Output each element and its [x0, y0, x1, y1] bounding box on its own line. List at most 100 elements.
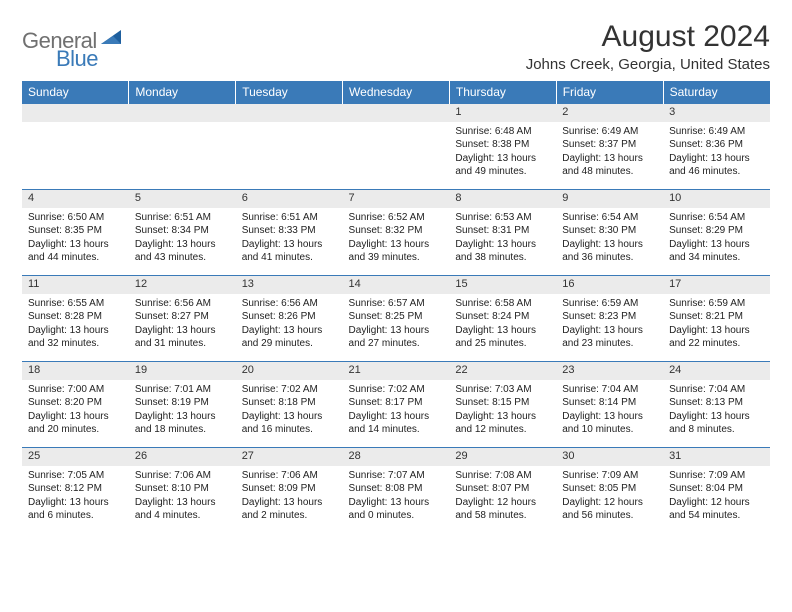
sunset-line: Sunset: 8:21 PM: [669, 310, 764, 324]
day-number-cell: 29: [449, 448, 556, 466]
day-number-cell: 26: [129, 448, 236, 466]
daylight-line: Daylight: 13 hours and 46 minutes.: [669, 152, 764, 179]
day-number-cell: 5: [129, 190, 236, 208]
sunset-line: Sunset: 8:26 PM: [242, 310, 337, 324]
sunrise-line: Sunrise: 7:02 AM: [349, 383, 444, 397]
daylight-line: Daylight: 13 hours and 2 minutes.: [242, 496, 337, 523]
sunset-line: Sunset: 8:12 PM: [28, 482, 123, 496]
sunset-line: Sunset: 8:29 PM: [669, 224, 764, 238]
day-header: Friday: [556, 81, 663, 104]
day-content-cell: Sunrise: 6:51 AMSunset: 8:33 PMDaylight:…: [236, 208, 343, 276]
week-number-row: 18192021222324: [22, 362, 770, 380]
sunset-line: Sunset: 8:31 PM: [455, 224, 550, 238]
sunrise-line: Sunrise: 7:00 AM: [28, 383, 123, 397]
day-content-cell: Sunrise: 7:06 AMSunset: 8:10 PMDaylight:…: [129, 466, 236, 534]
week-number-row: 45678910: [22, 190, 770, 208]
day-content-cell: Sunrise: 6:54 AMSunset: 8:30 PMDaylight:…: [556, 208, 663, 276]
day-content-cell: Sunrise: 7:08 AMSunset: 8:07 PMDaylight:…: [449, 466, 556, 534]
day-content-cell: [236, 122, 343, 190]
sunrise-line: Sunrise: 7:04 AM: [562, 383, 657, 397]
day-content-cell: Sunrise: 7:07 AMSunset: 8:08 PMDaylight:…: [343, 466, 450, 534]
day-content-cell: [343, 122, 450, 190]
sunrise-line: Sunrise: 6:51 AM: [242, 211, 337, 225]
logo-word-blue: Blue: [56, 46, 98, 72]
sunrise-line: Sunrise: 7:07 AM: [349, 469, 444, 483]
day-number-cell: 10: [663, 190, 770, 208]
day-content-cell: Sunrise: 7:00 AMSunset: 8:20 PMDaylight:…: [22, 380, 129, 448]
sunset-line: Sunset: 8:34 PM: [135, 224, 230, 238]
sunrise-line: Sunrise: 6:51 AM: [135, 211, 230, 225]
daylight-line: Daylight: 13 hours and 38 minutes.: [455, 238, 550, 265]
day-content-cell: Sunrise: 6:56 AMSunset: 8:27 PMDaylight:…: [129, 294, 236, 362]
sunrise-line: Sunrise: 6:49 AM: [562, 125, 657, 139]
day-number-cell: 23: [556, 362, 663, 380]
sunset-line: Sunset: 8:07 PM: [455, 482, 550, 496]
day-number-cell: 13: [236, 276, 343, 294]
daylight-line: Daylight: 13 hours and 16 minutes.: [242, 410, 337, 437]
day-number-cell: 3: [663, 104, 770, 122]
day-number-cell: [236, 104, 343, 122]
day-number-cell: [129, 104, 236, 122]
sunrise-line: Sunrise: 6:48 AM: [455, 125, 550, 139]
day-header: Thursday: [449, 81, 556, 104]
daylight-line: Daylight: 13 hours and 4 minutes.: [135, 496, 230, 523]
sunset-line: Sunset: 8:18 PM: [242, 396, 337, 410]
day-content-cell: Sunrise: 6:54 AMSunset: 8:29 PMDaylight:…: [663, 208, 770, 276]
daylight-line: Daylight: 13 hours and 34 minutes.: [669, 238, 764, 265]
sunset-line: Sunset: 8:19 PM: [135, 396, 230, 410]
day-header: Sunday: [22, 81, 129, 104]
daylight-line: Daylight: 13 hours and 6 minutes.: [28, 496, 123, 523]
day-content-cell: Sunrise: 7:04 AMSunset: 8:14 PMDaylight:…: [556, 380, 663, 448]
sunrise-line: Sunrise: 7:06 AM: [242, 469, 337, 483]
sunset-line: Sunset: 8:23 PM: [562, 310, 657, 324]
daylight-line: Daylight: 13 hours and 12 minutes.: [455, 410, 550, 437]
sunset-line: Sunset: 8:30 PM: [562, 224, 657, 238]
sunrise-line: Sunrise: 6:53 AM: [455, 211, 550, 225]
day-content-cell: Sunrise: 6:59 AMSunset: 8:23 PMDaylight:…: [556, 294, 663, 362]
day-number-cell: 14: [343, 276, 450, 294]
day-content-cell: Sunrise: 6:50 AMSunset: 8:35 PMDaylight:…: [22, 208, 129, 276]
day-content-cell: Sunrise: 6:55 AMSunset: 8:28 PMDaylight:…: [22, 294, 129, 362]
day-content-cell: Sunrise: 6:49 AMSunset: 8:37 PMDaylight:…: [556, 122, 663, 190]
day-number-cell: 21: [343, 362, 450, 380]
sunset-line: Sunset: 8:36 PM: [669, 138, 764, 152]
daylight-line: Daylight: 13 hours and 29 minutes.: [242, 324, 337, 351]
sunrise-line: Sunrise: 7:05 AM: [28, 469, 123, 483]
day-content-cell: Sunrise: 7:04 AMSunset: 8:13 PMDaylight:…: [663, 380, 770, 448]
sunset-line: Sunset: 8:17 PM: [349, 396, 444, 410]
day-header: Saturday: [663, 81, 770, 104]
day-number-cell: [343, 104, 450, 122]
day-number-cell: 9: [556, 190, 663, 208]
sunrise-line: Sunrise: 7:04 AM: [669, 383, 764, 397]
sunrise-line: Sunrise: 6:50 AM: [28, 211, 123, 225]
daylight-line: Daylight: 13 hours and 14 minutes.: [349, 410, 444, 437]
day-content-cell: Sunrise: 7:05 AMSunset: 8:12 PMDaylight:…: [22, 466, 129, 534]
day-number-cell: 2: [556, 104, 663, 122]
day-content-cell: Sunrise: 6:58 AMSunset: 8:24 PMDaylight:…: [449, 294, 556, 362]
day-number-cell: 15: [449, 276, 556, 294]
sunset-line: Sunset: 8:15 PM: [455, 396, 550, 410]
sunset-line: Sunset: 8:27 PM: [135, 310, 230, 324]
day-content-cell: [129, 122, 236, 190]
sunset-line: Sunset: 8:37 PM: [562, 138, 657, 152]
day-content-cell: [22, 122, 129, 190]
week-content-row: Sunrise: 6:48 AMSunset: 8:38 PMDaylight:…: [22, 122, 770, 190]
day-number-cell: 11: [22, 276, 129, 294]
sunrise-line: Sunrise: 7:01 AM: [135, 383, 230, 397]
day-content-cell: Sunrise: 7:09 AMSunset: 8:04 PMDaylight:…: [663, 466, 770, 534]
daylight-line: Daylight: 13 hours and 49 minutes.: [455, 152, 550, 179]
sunrise-line: Sunrise: 7:09 AM: [562, 469, 657, 483]
page-subtitle: Johns Creek, Georgia, United States: [526, 56, 770, 73]
sunset-line: Sunset: 8:35 PM: [28, 224, 123, 238]
logo: General Blue: [22, 20, 123, 54]
day-number-cell: 12: [129, 276, 236, 294]
sunset-line: Sunset: 8:13 PM: [669, 396, 764, 410]
week-content-row: Sunrise: 6:55 AMSunset: 8:28 PMDaylight:…: [22, 294, 770, 362]
daylight-line: Daylight: 12 hours and 54 minutes.: [669, 496, 764, 523]
sunset-line: Sunset: 8:32 PM: [349, 224, 444, 238]
daylight-line: Daylight: 12 hours and 56 minutes.: [562, 496, 657, 523]
daylight-line: Daylight: 13 hours and 27 minutes.: [349, 324, 444, 351]
day-number-cell: 22: [449, 362, 556, 380]
header: General Blue August 2024 Johns Creek, Ge…: [22, 20, 770, 73]
daylight-line: Daylight: 13 hours and 18 minutes.: [135, 410, 230, 437]
